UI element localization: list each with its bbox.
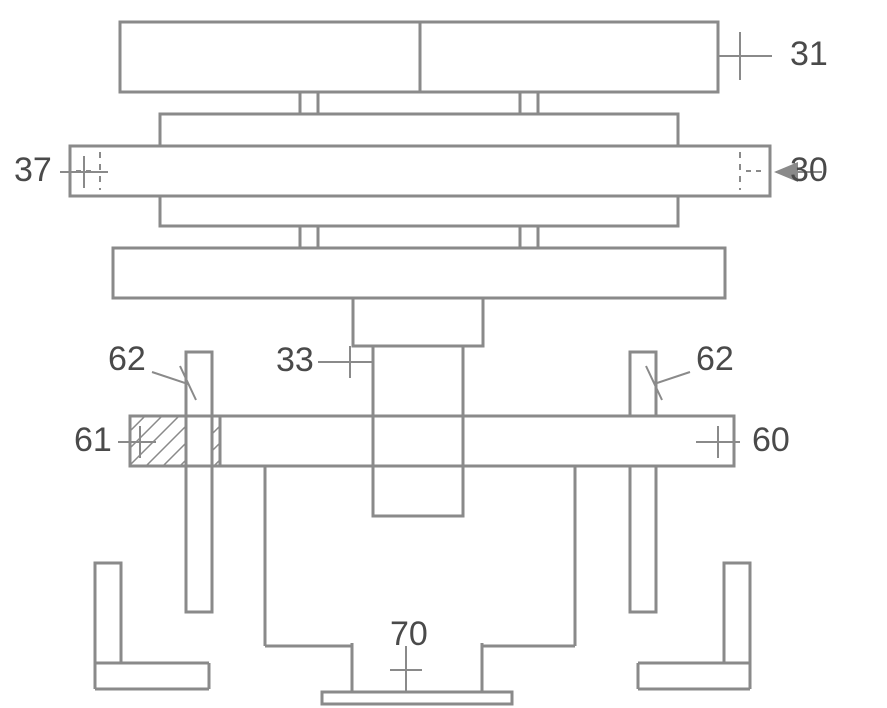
label-62R-text: 62 <box>696 340 734 378</box>
plate-c <box>113 248 725 298</box>
l-bracket-left-h <box>95 663 209 689</box>
block-d <box>353 298 483 346</box>
l-bracket-right-h <box>638 663 750 689</box>
patent-figure: 30 31 33 37 60 61 70 62 62 <box>0 0 887 708</box>
post-62-left-through <box>186 416 212 466</box>
label-30: 30 <box>776 151 828 189</box>
plate-a <box>160 114 678 146</box>
riser-b-left <box>300 226 318 248</box>
l-bracket-right-v <box>724 563 750 663</box>
post-62-right <box>630 352 656 612</box>
top-block-left <box>120 22 420 92</box>
foot-plate-70 <box>322 692 512 704</box>
label-70-text: 70 <box>390 615 428 653</box>
label-31: 31 <box>718 32 828 80</box>
plate-b <box>160 196 678 226</box>
label-30-text: 30 <box>790 151 828 189</box>
top-riser-left <box>300 92 318 114</box>
top-riser-right <box>520 92 538 114</box>
roller-body <box>70 146 770 196</box>
label-62L: 62 <box>108 340 196 400</box>
l-bracket-left-v <box>95 563 121 663</box>
top-block-right <box>420 22 718 92</box>
label-61-text: 61 <box>74 421 112 459</box>
label-31-text: 31 <box>790 35 828 73</box>
post-62-left <box>186 352 212 612</box>
label-60-text: 60 <box>752 421 790 459</box>
label-62R: 62 <box>646 340 734 400</box>
riser-b-right <box>520 226 538 248</box>
label-37-text: 37 <box>14 151 52 189</box>
label-62L-text: 62 <box>108 340 146 378</box>
label-33-text: 33 <box>276 341 314 379</box>
